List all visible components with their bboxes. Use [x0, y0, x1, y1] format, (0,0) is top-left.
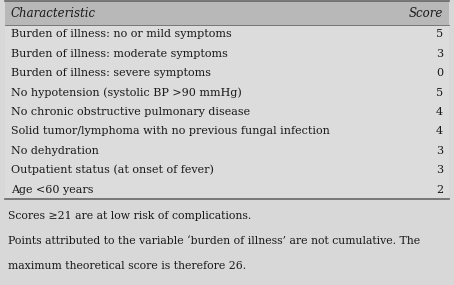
Text: 3: 3	[436, 146, 443, 156]
Text: Age <60 years: Age <60 years	[11, 184, 94, 195]
Text: Solid tumor/lymphoma with no previous fungal infection: Solid tumor/lymphoma with no previous fu…	[11, 126, 330, 137]
Text: 3: 3	[436, 165, 443, 175]
Text: 2: 2	[436, 184, 443, 195]
Text: Burden of illness: moderate symptoms: Burden of illness: moderate symptoms	[11, 49, 228, 59]
Text: No hypotension (systolic BP >90 mmHg): No hypotension (systolic BP >90 mmHg)	[11, 87, 242, 98]
Text: 0: 0	[436, 68, 443, 78]
Text: Score: Score	[409, 7, 443, 20]
Text: 5: 5	[436, 29, 443, 40]
Text: Characteristic: Characteristic	[11, 7, 96, 20]
Text: Scores ≥21 are at low risk of complications.: Scores ≥21 are at low risk of complicati…	[8, 211, 251, 221]
Bar	[5, 25, 449, 199]
Text: 4: 4	[436, 126, 443, 137]
Text: Burden of illness: severe symptoms: Burden of illness: severe symptoms	[11, 68, 211, 78]
Text: 3: 3	[436, 49, 443, 59]
Text: No chronic obstructive pulmonary disease: No chronic obstructive pulmonary disease	[11, 107, 250, 117]
Text: Points attributed to the variable ‘burden of illness’ are not cumulative. The: Points attributed to the variable ‘burde…	[8, 236, 420, 246]
Text: Burden of illness: no or mild symptoms: Burden of illness: no or mild symptoms	[11, 29, 232, 40]
Bar	[5, 1, 449, 25]
Text: 4: 4	[436, 107, 443, 117]
Text: Outpatient status (at onset of fever): Outpatient status (at onset of fever)	[11, 165, 214, 176]
Text: No dehydration: No dehydration	[11, 146, 99, 156]
Text: maximum theoretical score is therefore 26.: maximum theoretical score is therefore 2…	[8, 261, 246, 271]
Text: 5: 5	[436, 87, 443, 98]
